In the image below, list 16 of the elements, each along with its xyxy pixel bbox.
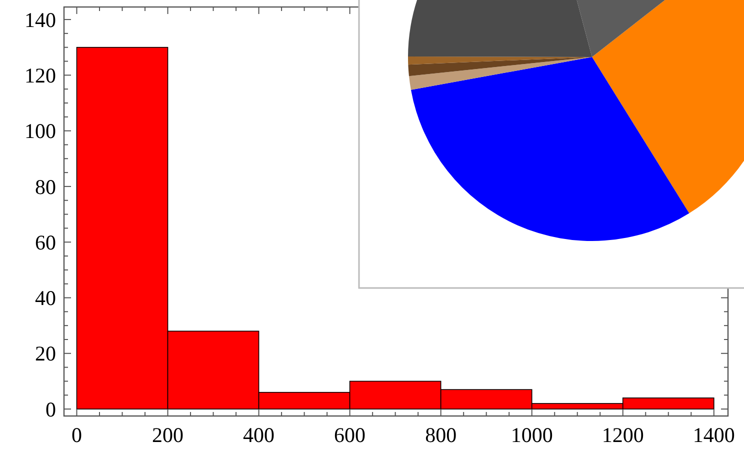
x-tick-label: 1200 — [602, 423, 644, 447]
y-tick-label: 100 — [24, 119, 56, 144]
x-tick-label: 1400 — [692, 423, 735, 447]
y-tick-label: 0 — [46, 397, 56, 422]
y-tick-label: 20 — [35, 342, 56, 366]
x-tick-label: 800 — [425, 423, 457, 447]
x-tick-label: 200 — [152, 423, 184, 447]
x-tick-label: 0 — [71, 423, 82, 447]
y-tick-label: 120 — [24, 64, 56, 88]
x-tick-label: 400 — [243, 423, 275, 447]
y-tick-label: 80 — [35, 174, 56, 199]
x-tick-label: 1000 — [510, 423, 553, 447]
y-tick-label: 140 — [24, 8, 56, 32]
y-tick-label: 40 — [35, 286, 56, 310]
x-tick-label: 600 — [334, 423, 366, 447]
y-tick-label: 60 — [35, 230, 56, 254]
